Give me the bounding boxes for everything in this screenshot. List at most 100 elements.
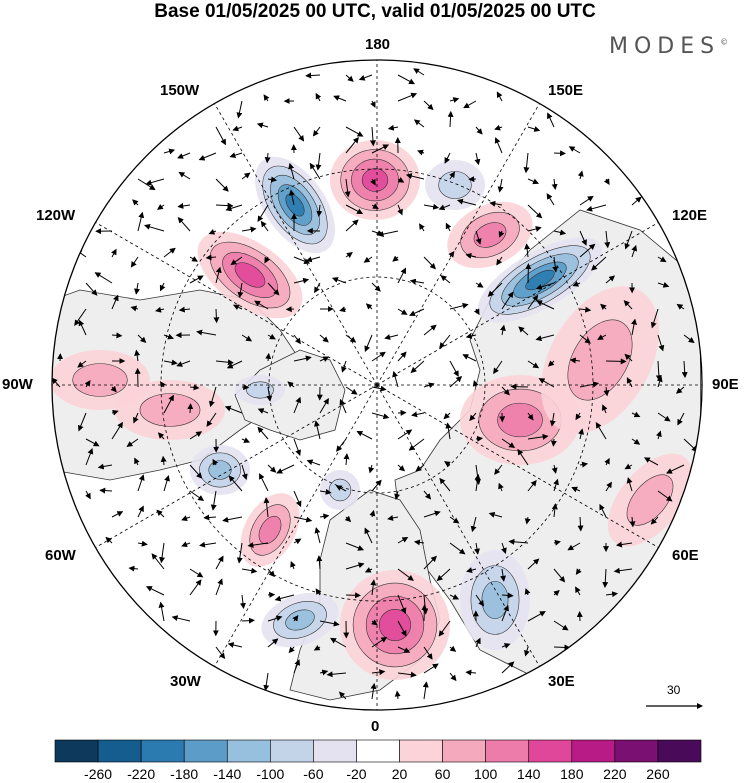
wind-vector — [163, 247, 176, 258]
wind-vector — [339, 306, 347, 313]
wind-vector — [666, 464, 685, 474]
wind-vector — [293, 538, 302, 545]
meridian-line — [376, 384, 659, 548]
wind-vector — [276, 464, 295, 474]
wind-vector — [497, 178, 504, 193]
wind-vector — [99, 487, 113, 494]
wind-vector — [494, 124, 503, 131]
wind-vector — [316, 204, 323, 217]
wind-vector — [475, 281, 484, 288]
map-boundary — [51, 59, 703, 711]
wind-vector — [215, 266, 222, 284]
wind-vector — [527, 126, 541, 132]
wind-vector — [624, 353, 633, 362]
wind-vector — [85, 490, 91, 500]
wind-vector — [527, 294, 539, 310]
colorbar-swatch — [313, 739, 357, 763]
wind-vector — [145, 586, 165, 596]
wind-vector — [293, 277, 310, 284]
wind-vector — [422, 681, 429, 700]
meridian-line — [376, 384, 540, 667]
wind-vector — [501, 604, 509, 622]
wind-vector — [365, 303, 373, 310]
wind-vector — [510, 383, 529, 390]
wind-vector — [631, 438, 641, 445]
wind-vector — [85, 438, 100, 447]
wind-vector — [423, 203, 440, 210]
wind-vector — [413, 119, 425, 128]
wind-vector — [160, 455, 167, 466]
wind-vector — [600, 303, 607, 310]
wind-vector — [326, 671, 347, 678]
wind-vector — [527, 558, 540, 570]
wind-vector — [449, 672, 457, 682]
wind-vector — [257, 204, 269, 223]
wind-vector — [292, 614, 299, 622]
wind-vector — [345, 386, 358, 395]
anomaly-contour — [285, 609, 315, 631]
wind-vector — [111, 409, 119, 416]
colorbar-tick-label: 260 — [646, 766, 670, 782]
wind-vector — [267, 282, 280, 296]
wind-vector — [626, 477, 633, 492]
wind-vector — [224, 405, 243, 414]
wind-vector — [624, 463, 633, 470]
wind-vector — [397, 537, 409, 544]
wind-vector — [579, 230, 587, 246]
wind-vector — [369, 509, 376, 518]
wind-vector — [319, 397, 329, 414]
wind-vector — [409, 308, 425, 317]
wind-vector — [394, 690, 401, 700]
wind-vector — [604, 230, 611, 249]
wind-vector — [371, 203, 379, 209]
wind-vector — [397, 646, 411, 653]
wind-vector — [156, 203, 165, 210]
wind-vector — [553, 644, 571, 651]
colorbar-tick-label: 140 — [517, 766, 541, 782]
wind-vector — [105, 536, 113, 544]
wind-vector — [289, 189, 295, 206]
wind-vector — [438, 204, 451, 211]
wind-vector — [626, 377, 633, 388]
anomaly-contour — [234, 262, 266, 288]
wind-vector — [137, 334, 147, 344]
wind-vector — [575, 586, 581, 596]
colorbar-tick-label: -260 — [84, 766, 113, 782]
wind-vector — [345, 219, 359, 232]
wind-vector — [413, 68, 425, 76]
wind-vector — [470, 516, 477, 533]
wind-vector — [187, 403, 194, 414]
anomaly-contour — [361, 168, 389, 192]
wind-vector — [293, 126, 305, 142]
wind-vector — [449, 542, 466, 555]
wind-vector — [368, 464, 375, 474]
wind-vector — [345, 74, 354, 82]
lon-label-120e: 120E — [672, 207, 708, 224]
wind-vector — [339, 398, 347, 414]
wind-vector — [247, 542, 269, 549]
greenland-landmass — [234, 349, 346, 441]
wind-vector — [410, 360, 425, 374]
wind-vector — [263, 672, 270, 692]
wind-vector — [181, 515, 191, 521]
colorbar-swatch — [226, 739, 271, 763]
wind-vector — [254, 300, 269, 310]
wind-vector — [413, 539, 425, 546]
wind-vector — [241, 437, 250, 443]
meridian-line — [214, 103, 378, 386]
wind-vector — [567, 542, 581, 551]
wind-vector — [215, 646, 226, 660]
wind-vector — [475, 126, 483, 135]
wind-vector — [345, 562, 365, 570]
meridian-line — [95, 222, 378, 386]
wind-vector — [143, 223, 165, 232]
wind-vector — [215, 178, 229, 192]
wind-vector — [676, 303, 685, 310]
wind-vector — [436, 568, 451, 582]
colorbar-tick-label: -180 — [170, 766, 199, 782]
wind-vector — [575, 412, 582, 421]
colorbar — [54, 739, 702, 763]
wind-vector — [475, 435, 484, 442]
wind-vector — [397, 568, 414, 581]
wind-vector — [553, 589, 560, 597]
